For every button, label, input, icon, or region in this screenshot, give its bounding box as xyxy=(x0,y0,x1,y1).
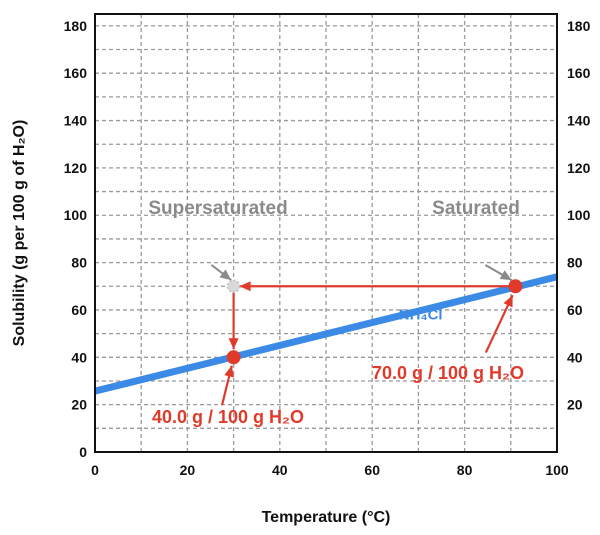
series-line-nh4cl xyxy=(95,273,557,395)
series-layer xyxy=(95,273,557,395)
low-point-marker xyxy=(226,350,241,365)
connector-arrow-vertical-head xyxy=(228,338,239,350)
x-ticks: 0 20 40 60 80 100 xyxy=(91,462,569,478)
y-tick-label-left: 140 xyxy=(64,113,88,129)
y-tick-label-left: 0 xyxy=(79,444,87,460)
low-point-pointer-head xyxy=(224,365,234,378)
y-ticks-right: 20 40 60 80 100 120 140 160 180 xyxy=(567,18,591,413)
x-tick-label: 60 xyxy=(364,462,380,478)
y-tick-label-left: 180 xyxy=(64,18,88,34)
y-tick-label-right: 60 xyxy=(567,302,583,318)
y-tick-label-left: 120 xyxy=(64,160,88,176)
y-tick-label-right: 120 xyxy=(567,160,591,176)
x-tick-label: 20 xyxy=(180,462,196,478)
y-tick-label-left: 100 xyxy=(64,207,88,223)
y-ticks-left: 0 20 40 60 80 100 120 140 160 180 xyxy=(64,18,88,460)
annotation-layer: NH₄Cl xyxy=(210,264,523,406)
saturated-point-marker xyxy=(508,279,523,294)
x-tick-label: 100 xyxy=(545,462,569,478)
plot-frame xyxy=(94,13,558,453)
y-tick-label-left: 80 xyxy=(71,255,87,271)
low-point-label: 40.0 g / 100 g H₂O xyxy=(152,407,304,427)
supersaturated-point xyxy=(226,279,241,294)
y-tick-label-right: 40 xyxy=(567,349,583,365)
y-tick-label-right: 160 xyxy=(567,65,591,81)
supersaturated-pointer-head xyxy=(219,269,232,281)
x-tick-label: 40 xyxy=(272,462,288,478)
y-tick-label-left: 160 xyxy=(64,65,88,81)
y-tick-label-left: 60 xyxy=(71,302,87,318)
high-point-label: 70.0 g / 100 g H₂O xyxy=(372,363,524,383)
connector-arrow-horizontal-head xyxy=(239,281,251,292)
series-label-nh4cl: NH₄Cl xyxy=(399,306,443,323)
x-tick-label: 0 xyxy=(91,462,99,478)
high-point-pointer-head xyxy=(503,295,513,308)
y-tick-label-right: 80 xyxy=(567,255,583,271)
x-axis-title: Temperature (°C) xyxy=(262,509,391,526)
saturated-label: Saturated xyxy=(432,198,520,219)
y-tick-label-right: 180 xyxy=(567,18,591,34)
y-tick-label-right: 100 xyxy=(567,207,591,223)
y-tick-label-left: 40 xyxy=(71,349,87,365)
y-tick-label-right: 20 xyxy=(567,397,583,413)
y-axis-title: Solubility (g per 100 g of H₂O) xyxy=(11,120,28,347)
supersaturated-label: Supersaturated xyxy=(148,198,287,219)
y-tick-label-left: 20 xyxy=(71,397,87,413)
saturated-pointer-head xyxy=(499,270,512,281)
grid-lines xyxy=(95,14,557,452)
x-tick-label: 80 xyxy=(457,462,473,478)
y-tick-label-right: 140 xyxy=(567,113,591,129)
